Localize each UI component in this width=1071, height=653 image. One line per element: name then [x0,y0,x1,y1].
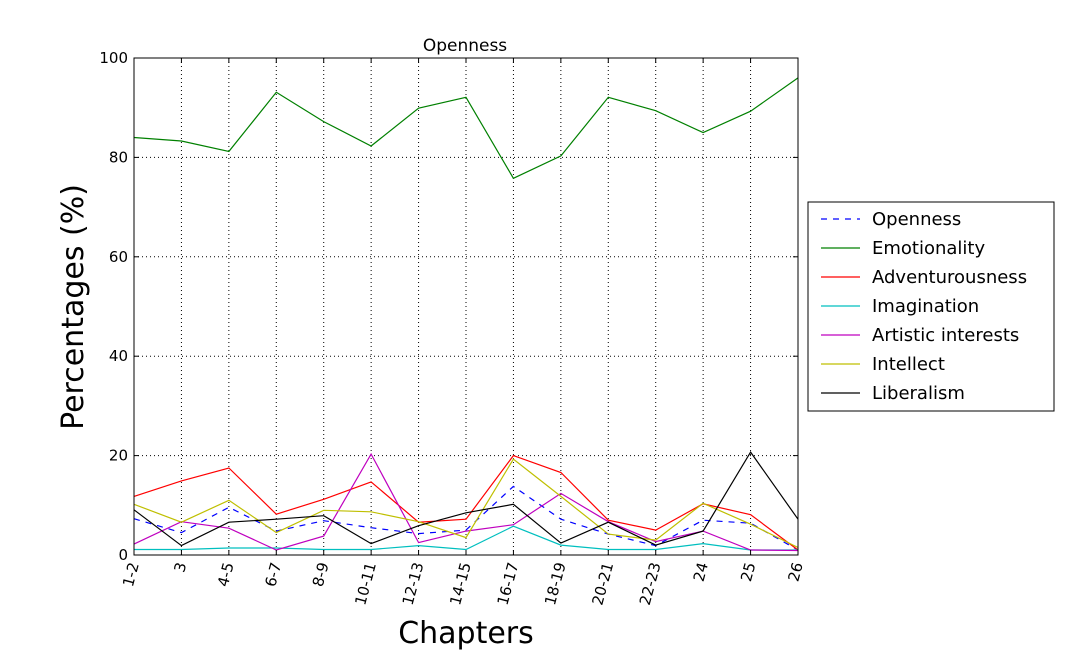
series-line-intellect [133,458,799,549]
x-tick-label: 8-9 [309,560,333,588]
y-axis-label: Percentages (%) [56,184,91,430]
legend: Openness Emotionality Adventurousness Imagi… [807,201,1055,412]
legend-label: Intellect [872,354,945,375]
legend-label: Adventurousness [872,267,1027,288]
x-tick-label: 6-7 [261,560,285,588]
x-tick-label: 3 [170,560,190,574]
y-tick-label: 100 [99,49,128,67]
x-tick-label: 12-13 [399,560,428,607]
series-line-artistic-interests [133,452,799,552]
x-tick-label: 24 [690,560,712,583]
x-tick-label: 22-23 [636,560,665,607]
legend-label: Emotionality [872,238,985,259]
x-tick-label: 16-17 [494,560,523,607]
series-line-emotionality [133,77,799,180]
y-tick-label: 20 [109,447,128,465]
legend-label: Artistic interests [872,325,1019,346]
series-line-adventurousness [133,454,799,551]
x-tick-label: 14-15 [446,560,475,607]
legend-label: Imagination [872,296,979,317]
y-tick-label: 0 [118,546,128,564]
y-tick-label: 40 [109,347,128,365]
grid-lines [134,58,798,555]
legend-items: Openness Emotionality Adventurousness Imagi… [821,209,1027,404]
y-tick-label: 80 [109,148,128,166]
x-axis-label: Chapters [398,616,534,651]
x-tick-label: 4-5 [214,560,238,588]
x-tick-label: 10-11 [351,560,380,607]
x-tick-label: 25 [737,560,759,583]
series-line-openness [133,485,799,551]
x-tick-label: 26 [785,560,807,583]
series-line-imagination [134,525,798,551]
legend-label: Liberalism [872,383,965,404]
series-lines [133,77,799,552]
legend-label: Openness [872,209,961,230]
x-tick-label: 20-21 [588,560,617,607]
x-tick-label: 18-19 [541,560,570,607]
chart-title: Openness [423,36,507,56]
y-axis-ticks: 0 20 40 60 80 100 [99,49,798,564]
y-tick-label: 60 [109,248,128,266]
x-tick-label: 1-2 [119,560,143,588]
series-line-liberalism [133,451,799,547]
x-axis-ticks: 1-2 3 4-5 6-7 8-9 10-11 12-13 14-15 16-17 18-19 20… [119,58,807,607]
